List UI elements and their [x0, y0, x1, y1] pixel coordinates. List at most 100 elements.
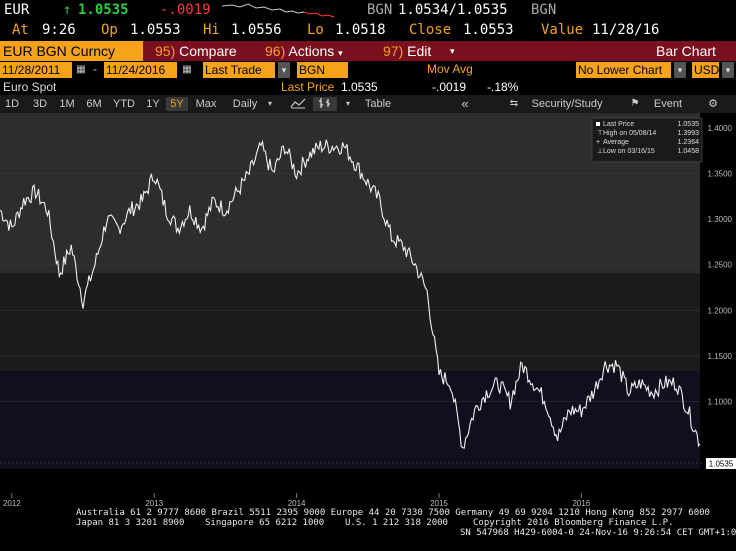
change-value: -.0019: [432, 80, 467, 94]
end-date-field[interactable]: 11/24/2016: [104, 62, 177, 78]
legend-last-label: Last Price: [603, 121, 634, 128]
last-price-value: 1.0535: [341, 80, 378, 94]
low-value: 1.0518: [335, 22, 386, 38]
x-tick-label: 2013: [145, 499, 163, 508]
x-tick-label: 2016: [572, 499, 590, 508]
bar-style-icon[interactable]: [313, 97, 337, 111]
legend-average-label: Average: [603, 139, 629, 146]
high-label: Hi: [203, 22, 220, 38]
y-tick-label: 1.2000: [708, 306, 733, 315]
parameter-row: 11/28/2011 ▦ - 11/24/2016 ▦ Last Trade ▾…: [0, 61, 736, 79]
range-1y[interactable]: 1Y: [146, 98, 160, 110]
edit-menu[interactable]: 97) Edit: [383, 41, 431, 61]
footer-copyright: Copyright 2016 Bloomberg Finance L.P.: [473, 518, 673, 528]
actions-label: Actions: [288, 43, 335, 59]
lower-chart-select[interactable]: No Lower Chart: [576, 62, 671, 78]
gear-icon[interactable]: ⚙: [708, 98, 718, 110]
edit-label: Edit: [407, 43, 432, 59]
bid-ask: 1.0534/1.0535: [398, 2, 508, 18]
last-price-label: Last Price: [281, 80, 335, 94]
event-button[interactable]: Event: [653, 98, 683, 110]
compare-menu[interactable]: 95) Compare: [155, 41, 237, 61]
footer-japan: Japan 81 3 3201 8900: [76, 518, 184, 528]
time: 9:26: [42, 22, 76, 38]
legend-low-label: Low on 03/16/15: [603, 148, 655, 155]
bid-ask-label: BGN: [367, 2, 393, 18]
table-button[interactable]: Table: [364, 98, 392, 110]
ticker: EUR: [4, 2, 30, 18]
close-value: 1.0553: [463, 22, 514, 38]
range-3d[interactable]: 3D: [32, 98, 48, 110]
last-price: 1.0535: [78, 2, 129, 18]
up-arrow-icon: ↑: [63, 2, 72, 18]
compare-label: Compare: [179, 43, 237, 59]
edit-number: 97): [383, 43, 404, 59]
value-date: 11/28/16: [592, 22, 660, 38]
legend-high-icon: ⊤: [597, 130, 603, 137]
range-max[interactable]: Max: [195, 98, 217, 110]
currency-field[interactable]: USD: [692, 62, 720, 78]
band-upper: [0, 113, 700, 273]
range-6m[interactable]: 6M: [86, 98, 102, 110]
footer-serial: SN 547968 H429-6004-0 24-Nov-16 9:26:54 …: [460, 528, 736, 538]
range-5y[interactable]: 5Y: [166, 97, 188, 111]
flag-icon: ⚑: [630, 98, 640, 109]
security-field[interactable]: EUR BGN Curncy: [0, 41, 143, 61]
compare-number: 95): [155, 43, 176, 59]
chart-toolbar: 1D 3D 1M 6M YTD 1Y 5Y Max Daily ▾ ▾ Tabl…: [0, 95, 736, 113]
open-value: 1.0553: [130, 22, 181, 38]
legend-average-value: 1.2364: [678, 139, 700, 146]
y-tick-label: 1.3500: [708, 170, 733, 179]
legend-low-icon: ⊥: [597, 148, 603, 155]
style-dropdown-icon[interactable]: ▾: [345, 99, 350, 108]
collapse-left-icon[interactable]: «: [461, 96, 469, 111]
chart-legend: Last Price 1.0535 ⊤ High on 05/08/14 1.3…: [591, 117, 703, 163]
x-tick-label: 2015: [430, 499, 448, 508]
range-ytd[interactable]: YTD: [113, 98, 135, 110]
x-tick-label: 2014: [288, 499, 306, 508]
subheading-row: Euro Spot Last Price 1.0535 -.0019 -.18%: [0, 79, 736, 95]
period-select[interactable]: Daily: [232, 98, 258, 110]
range-1m[interactable]: 1M: [59, 98, 75, 110]
y-tick-label: 1.1000: [708, 397, 733, 406]
price-chart: 2012 2013 2014 2015 2016 1.4000 1.3500 1.3000 1…: [0, 113, 736, 551]
y-tick-label: 1.2500: [708, 261, 733, 270]
line-chart-icon[interactable]: [288, 97, 308, 111]
bar-style-icon-glyph: [319, 98, 330, 108]
period-dropdown-icon[interactable]: ▾: [267, 99, 272, 108]
line-chart-icon-glyph: [290, 98, 306, 109]
net-change: -.0019: [160, 2, 211, 18]
range-1d[interactable]: 1D: [4, 98, 20, 110]
calendar-icon[interactable]: ▦: [182, 64, 192, 75]
security-study-button[interactable]: Security/Study: [531, 98, 603, 110]
open-label: Op: [101, 22, 118, 38]
footer-singapore: Singapore 65 6212 1000: [205, 518, 324, 528]
bid-ask-source: BGN: [531, 2, 557, 18]
actions-menu[interactable]: 96) Actions ▾: [265, 41, 343, 61]
band-middle: [0, 273, 700, 371]
currency-dropdown-icon[interactable]: ▾: [722, 62, 734, 78]
start-date-field[interactable]: 11/28/2011: [0, 62, 72, 78]
field-select[interactable]: Last Trade: [203, 62, 275, 78]
at-label: At: [12, 22, 29, 38]
quote-header-row-2: At 9:26 Op 1.0553 Hi 1.0556 Lo 1.0518 Cl…: [0, 21, 736, 40]
edit-dropdown-icon[interactable]: ▾: [450, 46, 455, 56]
value-label: Value: [541, 22, 584, 38]
actions-dropdown-icon: ▾: [338, 48, 343, 58]
lower-chart-dropdown-icon[interactable]: ▾: [674, 62, 686, 78]
legend-high-label: High on 05/08/14: [603, 130, 656, 137]
band-lower: [0, 371, 700, 469]
source-field[interactable]: BGN: [297, 62, 348, 78]
mov-avg-label[interactable]: Mov Avg: [427, 62, 473, 76]
security-study-arrow-icon: ⇆: [509, 98, 519, 109]
last-price-tag-text: 1.0535: [709, 460, 734, 469]
chart-type-title: Bar Chart: [656, 43, 716, 59]
low-label: Lo: [307, 22, 324, 38]
legend-average-icon: +: [596, 139, 600, 146]
footer-line-1: Australia 61 2 9777 8600 Brazil 5511 239…: [76, 508, 710, 518]
last-price-tag: [706, 458, 736, 469]
legend-last-value: 1.0535: [678, 121, 700, 128]
calendar-icon[interactable]: ▦: [76, 64, 86, 75]
field-dropdown-icon[interactable]: ▾: [278, 62, 290, 78]
close-label: Close: [409, 22, 452, 38]
